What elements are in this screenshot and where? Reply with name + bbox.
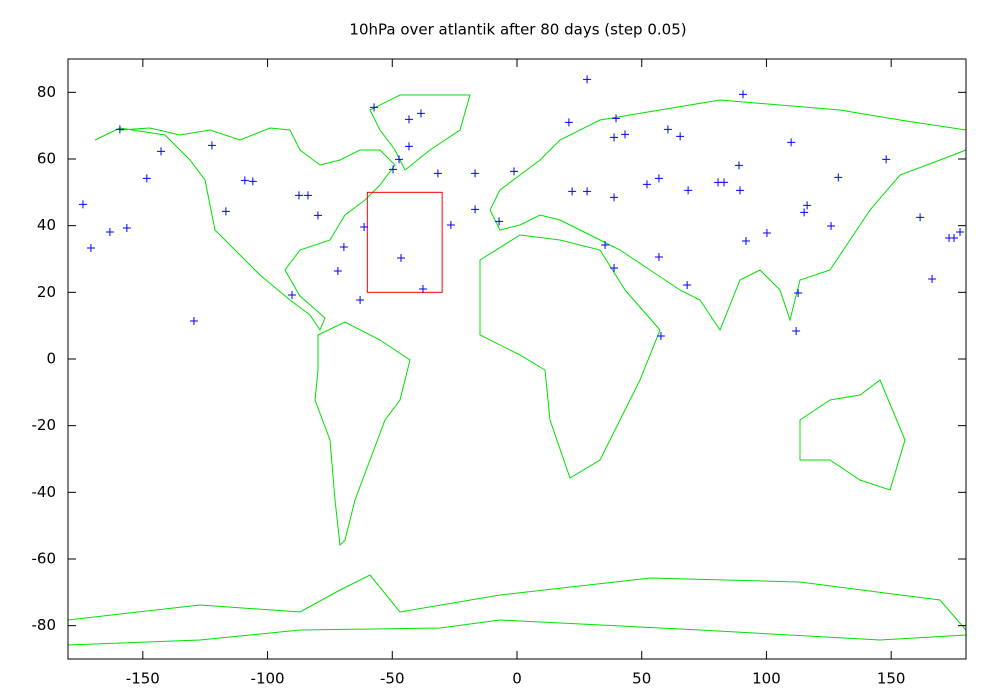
point [389,165,398,174]
point [610,133,619,142]
y-tick-label: 60 [37,150,56,168]
point [303,191,312,200]
point [956,228,965,236]
point [610,264,619,272]
point [294,191,303,200]
point [882,155,891,164]
point [720,178,729,187]
point [248,177,257,186]
point [735,161,744,170]
point [404,142,413,151]
point [339,243,348,251]
point [288,291,297,299]
point [471,169,480,178]
y-tick-label: 20 [37,283,56,301]
point [397,254,406,262]
point [122,224,131,232]
x-tick-label: -150 [126,670,160,688]
point [157,147,166,156]
point [404,115,413,124]
coast-australia [799,379,906,491]
point [916,213,925,222]
point [189,317,198,325]
point [928,275,937,283]
point [683,281,692,289]
y-tick-label: 80 [37,83,56,101]
point [416,109,425,118]
point [313,211,322,220]
point [621,130,630,139]
point [207,141,216,150]
coast-north-america [94,127,396,332]
coast-antarctica [67,574,967,646]
point [950,234,959,242]
point [654,174,663,183]
x-tick-label: -50 [380,670,405,688]
point [827,222,836,230]
y-tick-label: 0 [46,350,56,368]
point [642,180,651,189]
x-tick-label: 100 [752,670,781,688]
point [762,229,771,237]
y-tick-label: -60 [32,550,57,568]
point [471,205,480,214]
point [787,138,796,147]
point [115,125,124,134]
point [741,237,750,245]
x-tick-label: -100 [251,670,285,688]
point [601,241,610,249]
y-tick-label: -40 [32,483,57,501]
point [663,125,672,134]
point [583,75,592,84]
point [803,201,812,210]
point [221,207,230,216]
y-tick-label: -20 [32,416,57,434]
point [738,90,747,99]
point [240,176,249,185]
x-tick-label: 150 [877,670,906,688]
point [684,186,693,195]
point [800,208,809,217]
point [583,187,592,196]
point [568,187,577,196]
point [433,169,442,178]
x-tick-label: 0 [512,670,522,688]
point [792,327,801,335]
point [794,289,803,297]
point [333,267,342,275]
point [356,296,365,304]
point [360,223,369,231]
y-tick-label: 40 [37,216,56,234]
point [446,221,455,229]
point [654,253,663,261]
point [86,244,95,252]
coast-eurasia [489,99,967,332]
point [564,118,573,127]
point [142,174,151,183]
x-tick-label: 50 [632,670,651,688]
point [370,103,379,112]
point [612,114,621,123]
point [656,332,665,340]
coastlines [67,94,967,646]
point [834,173,843,182]
point [736,186,745,195]
point [395,155,404,164]
point [78,200,87,209]
chart-title: 10hPa over atlantik after 80 days (step … [349,21,686,39]
coast-africa [479,234,661,479]
coast-greenland [369,94,471,171]
point [105,228,114,236]
point [676,132,685,141]
point [610,193,619,202]
point [495,217,504,226]
point [418,285,427,293]
coast-south-america [314,321,411,547]
point [510,167,519,176]
y-tick-label: -80 [32,616,57,634]
region-box [366,191,443,293]
